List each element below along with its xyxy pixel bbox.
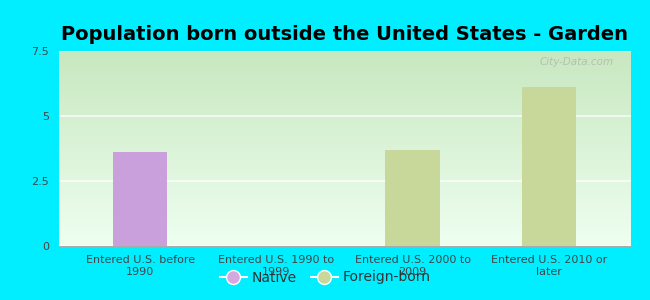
Bar bbox=[521, 87, 576, 246]
Text: City-Data.com: City-Data.com bbox=[540, 57, 614, 67]
Bar bbox=[385, 150, 440, 246]
Bar bbox=[113, 152, 168, 246]
Title: Population born outside the United States - Garden: Population born outside the United State… bbox=[61, 25, 628, 44]
Legend: Native, Foreign-born: Native, Foreign-born bbox=[214, 265, 436, 290]
